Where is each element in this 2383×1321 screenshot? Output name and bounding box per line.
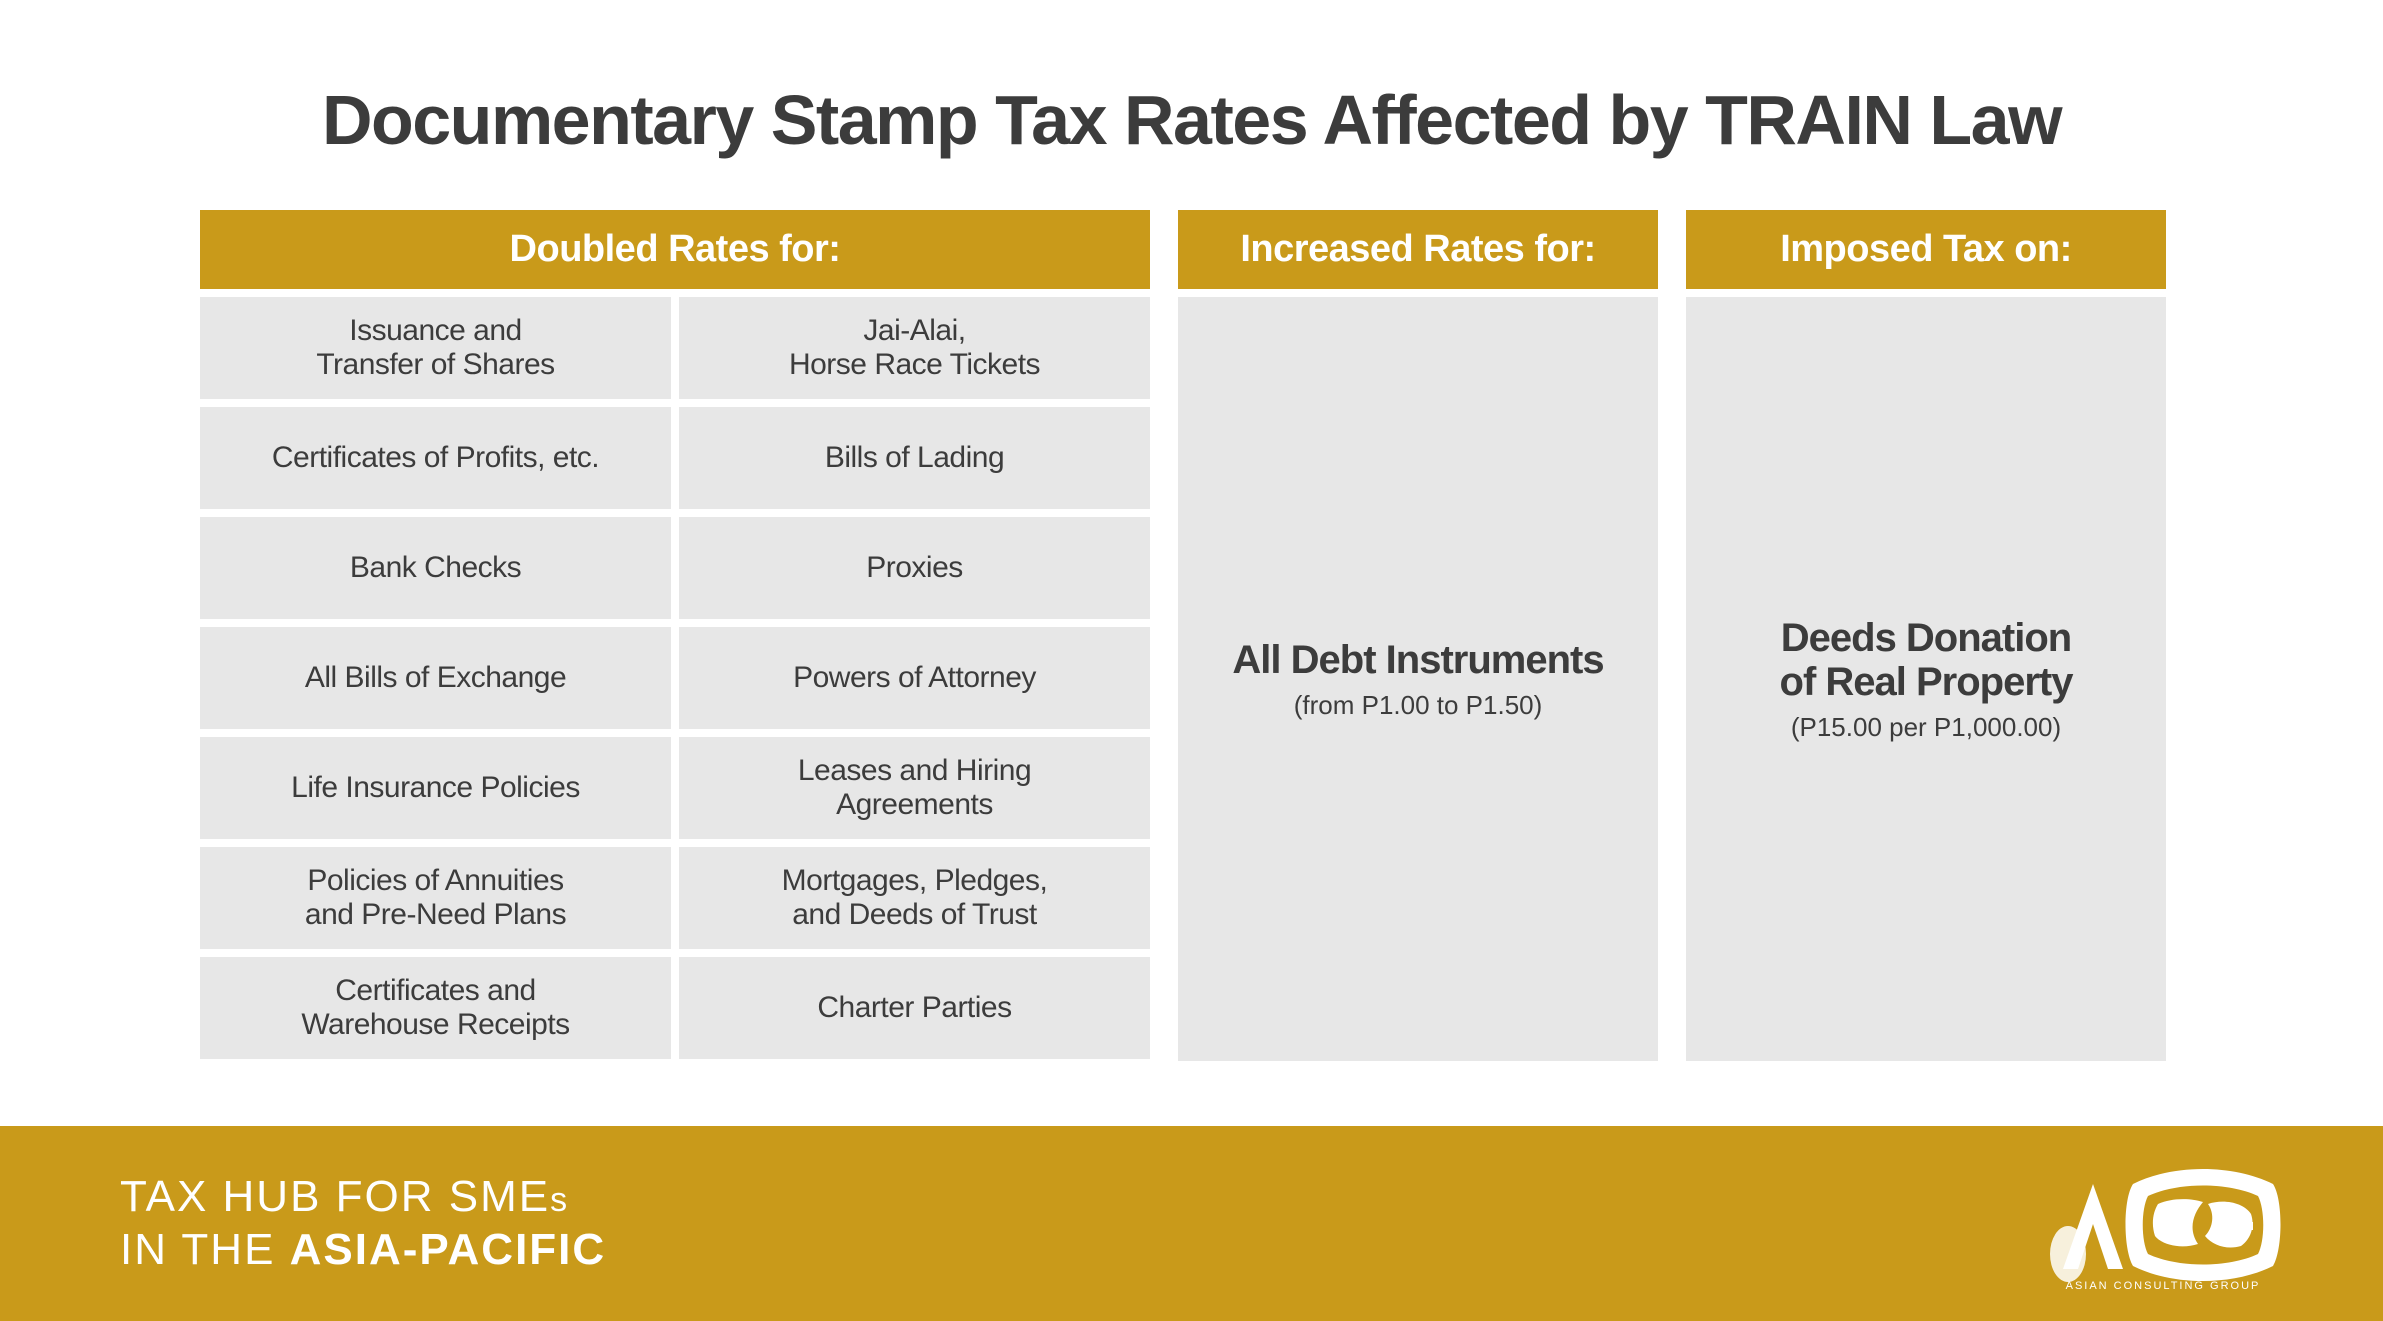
doubled-grid: Issuance andTransfer of Shares Jai-Alai,… [200, 297, 1150, 1059]
page-title: Documentary Stamp Tax Rates Affected by … [0, 0, 2383, 210]
footer-tagline: TAX HUB FOR SMEs IN THE ASIA-PACIFIC [120, 1171, 606, 1277]
logo-subtext: ASIAN CONSULTING GROUP [2066, 1280, 2261, 1292]
imposed-tax-section: Imposed Tax on: Deeds Donationof Real Pr… [1686, 210, 2166, 1061]
imposed-body: Deeds Donationof Real Property (P15.00 p… [1686, 297, 2166, 1061]
doubled-item: Proxies [679, 517, 1150, 619]
doubled-item: Charter Parties [679, 957, 1150, 1059]
increased-main-text: All Debt Instruments [1232, 638, 1603, 682]
footer-line1: TAX HUB FOR SME [120, 1172, 550, 1221]
doubled-item: Jai-Alai,Horse Race Tickets [679, 297, 1150, 399]
footer-line1-suffix: s [550, 1181, 569, 1219]
imposed-header: Imposed Tax on: [1686, 210, 2166, 289]
increased-body: All Debt Instruments (from P1.00 to P1.5… [1178, 297, 1658, 1061]
doubled-item: Bills of Lading [679, 407, 1150, 509]
doubled-item: Mortgages, Pledges,and Deeds of Trust [679, 847, 1150, 949]
doubled-item: Bank Checks [200, 517, 671, 619]
doubled-item: Issuance andTransfer of Shares [200, 297, 671, 399]
doubled-item: Certificates andWarehouse Receipts [200, 957, 671, 1059]
doubled-rates-section: Doubled Rates for: Issuance andTransfer … [200, 210, 1150, 1061]
content-row: Doubled Rates for: Issuance andTransfer … [0, 210, 2383, 1061]
doubled-item: Policies of Annuitiesand Pre-Need Plans [200, 847, 671, 949]
doubled-item: Leases and HiringAgreements [679, 737, 1150, 839]
doubled-header: Doubled Rates for: [200, 210, 1150, 289]
increased-header: Increased Rates for: [1178, 210, 1658, 289]
acg-logo-icon: ASIAN CONSULTING GROUP [2033, 1154, 2293, 1294]
imposed-main-text: Deeds Donationof Real Property [1780, 616, 2073, 704]
doubled-item: Certificates of Profits, etc. [200, 407, 671, 509]
increased-rates-section: Increased Rates for: All Debt Instrument… [1178, 210, 1658, 1061]
doubled-item: Life Insurance Policies [200, 737, 671, 839]
increased-sub-text: (from P1.00 to P1.50) [1294, 690, 1543, 721]
footer-bar: TAX HUB FOR SMEs IN THE ASIA-PACIFIC ASI… [0, 1126, 2383, 1321]
footer-line2a: IN THE [120, 1225, 290, 1274]
imposed-sub-text: (P15.00 per P1,000.00) [1791, 712, 2061, 743]
footer-line2b: ASIA-PACIFIC [290, 1225, 607, 1274]
doubled-item: Powers of Attorney [679, 627, 1150, 729]
doubled-item: All Bills of Exchange [200, 627, 671, 729]
